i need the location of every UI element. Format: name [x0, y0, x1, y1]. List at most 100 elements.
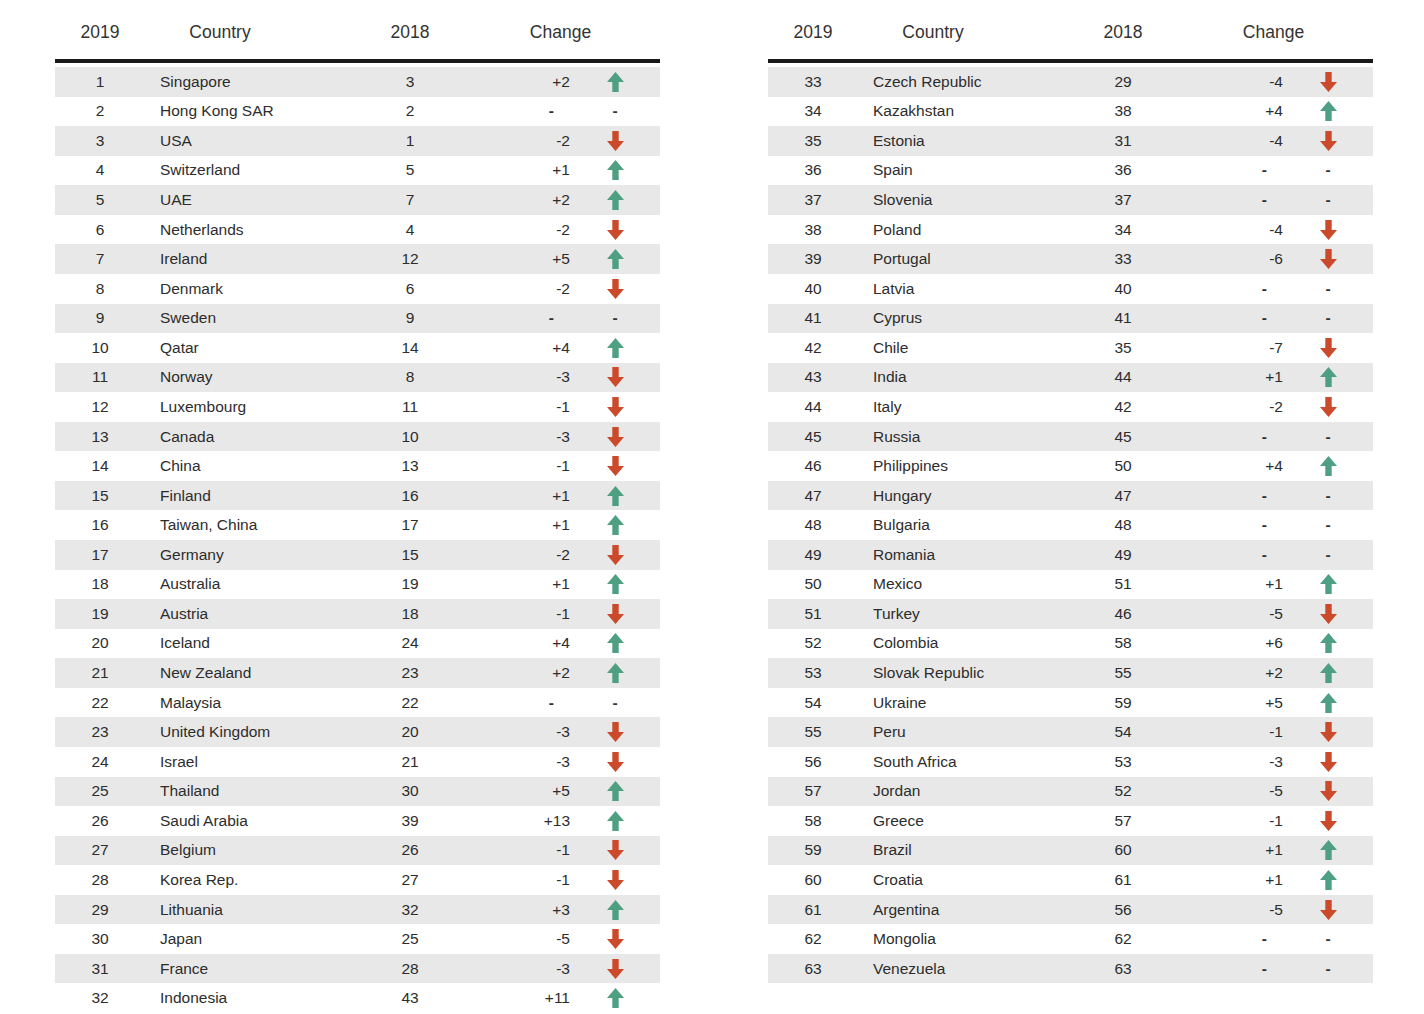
country-cell: Slovenia: [858, 191, 1088, 209]
ranking-tables-canvas: 2019 Country 2018 Change 1Singapore3+22H…: [0, 0, 1424, 1014]
up-arrow-icon: [1320, 663, 1337, 683]
change-direction-cell: -: [1283, 930, 1373, 948]
change-direction-cell: [570, 840, 660, 860]
rank-2019-cell: 46: [768, 457, 858, 475]
change-direction-cell: [1283, 811, 1373, 831]
country-cell: Peru: [858, 723, 1088, 741]
down-arrow-icon: [607, 279, 624, 299]
table-row: 43India44+1: [768, 363, 1373, 393]
rank-2018-cell: 41: [1088, 309, 1158, 327]
country-cell: Canada: [145, 428, 375, 446]
rank-2019-cell: 37: [768, 191, 858, 209]
country-cell: Romania: [858, 546, 1088, 564]
country-cell: Croatia: [858, 871, 1088, 889]
rank-2019-cell: 56: [768, 753, 858, 771]
change-value-cell: +5: [1158, 694, 1283, 712]
country-cell: Luxembourg: [145, 398, 375, 416]
rank-2018-cell: 33: [1088, 250, 1158, 268]
down-arrow-icon: [1320, 722, 1337, 742]
change-value-cell: -1: [445, 841, 570, 859]
change-direction-cell: [1283, 870, 1373, 890]
rank-2019-cell: 48: [768, 516, 858, 534]
change-direction-cell: [570, 72, 660, 92]
down-arrow-icon: [607, 427, 624, 447]
country-cell: USA: [145, 132, 375, 150]
table-row: 59Brazil60+1: [768, 836, 1373, 866]
table-row: 37Slovenia37--: [768, 185, 1373, 215]
table-row: 58Greece57-1: [768, 806, 1373, 836]
country-cell: Sweden: [145, 309, 375, 327]
country-cell: Latvia: [858, 280, 1088, 298]
table-row: 44Italy42-2: [768, 392, 1373, 422]
rank-2018-cell: 5: [375, 161, 445, 179]
table-row: 54Ukraine59+5: [768, 688, 1373, 718]
table-row: 6Netherlands4-2: [55, 215, 660, 245]
change-direction-cell: [1283, 574, 1373, 594]
change-value-cell: -1: [445, 605, 570, 623]
ranking-table-1-32: 2019 Country 2018 Change 1Singapore3+22H…: [55, 0, 660, 1013]
change-value-cell: -5: [1158, 782, 1283, 800]
table-row: 23United Kingdom20-3: [55, 717, 660, 747]
change-direction-cell: [570, 190, 660, 210]
country-cell: Norway: [145, 368, 375, 386]
rank-2019-cell: 2: [55, 102, 145, 120]
no-change-dash-icon: -: [1325, 960, 1330, 978]
country-cell: Australia: [145, 575, 375, 593]
country-cell: Chile: [858, 339, 1088, 357]
change-value-cell: +1: [445, 487, 570, 505]
rank-2019-cell: 3: [55, 132, 145, 150]
country-cell: Greece: [858, 812, 1088, 830]
change-value-cell: -1: [1158, 723, 1283, 741]
rank-2018-cell: 37: [1088, 191, 1158, 209]
rank-2019-cell: 5: [55, 191, 145, 209]
down-arrow-icon: [1320, 249, 1337, 269]
table-row: 3USA1-2: [55, 126, 660, 156]
change-value-cell: -2: [1158, 398, 1283, 416]
rank-2018-cell: 35: [1088, 339, 1158, 357]
up-arrow-icon: [1320, 574, 1337, 594]
down-arrow-icon: [1320, 397, 1337, 417]
change-value-cell: -: [1158, 161, 1283, 179]
table-row: 11Norway8-3: [55, 363, 660, 393]
table-row: 25Thailand30+5: [55, 777, 660, 807]
country-cell: Turkey: [858, 605, 1088, 623]
up-arrow-icon: [607, 663, 624, 683]
change-direction-cell: -: [1283, 309, 1373, 327]
table-row: 16Taiwan, China17+1: [55, 510, 660, 540]
change-value-cell: -2: [445, 221, 570, 239]
rank-2019-cell: 30: [55, 930, 145, 948]
change-direction-cell: -: [1283, 191, 1373, 209]
rank-2018-cell: 48: [1088, 516, 1158, 534]
country-cell: Germany: [145, 546, 375, 564]
change-direction-cell: [570, 338, 660, 358]
table-row: 29Lithuania32+3: [55, 895, 660, 925]
change-value-cell: +2: [445, 73, 570, 91]
country-cell: Taiwan, China: [145, 516, 375, 534]
rank-2018-cell: 32: [375, 901, 445, 919]
country-cell: Czech Republic: [858, 73, 1088, 91]
change-direction-cell: [570, 959, 660, 979]
change-direction-cell: [570, 486, 660, 506]
rank-2018-cell: 53: [1088, 753, 1158, 771]
rank-2019-cell: 55: [768, 723, 858, 741]
rank-2019-cell: 49: [768, 546, 858, 564]
table-row: 14China13-1: [55, 451, 660, 481]
rank-2018-cell: 23: [375, 664, 445, 682]
change-direction-cell: [570, 427, 660, 447]
rank-2019-cell: 32: [55, 989, 145, 1007]
no-change-dash-icon: -: [1325, 161, 1330, 179]
country-cell: Malaysia: [145, 694, 375, 712]
rank-2018-cell: 46: [1088, 605, 1158, 623]
change-value-cell: -: [1158, 428, 1283, 446]
table-row: 55Peru54-1: [768, 717, 1373, 747]
change-direction-cell: [1283, 220, 1373, 240]
change-value-cell: +3: [445, 901, 570, 919]
rank-2019-cell: 50: [768, 575, 858, 593]
rank-2019-cell: 58: [768, 812, 858, 830]
ranking-table-33-63: 2019 Country 2018 Change 33Czech Republi…: [768, 0, 1373, 983]
change-value-cell: +2: [1158, 664, 1283, 682]
change-direction-cell: -: [1283, 516, 1373, 534]
rank-2018-cell: 3: [375, 73, 445, 91]
no-change-dash-icon: -: [1325, 428, 1330, 446]
table-row: 34Kazakhstan38+4: [768, 97, 1373, 127]
